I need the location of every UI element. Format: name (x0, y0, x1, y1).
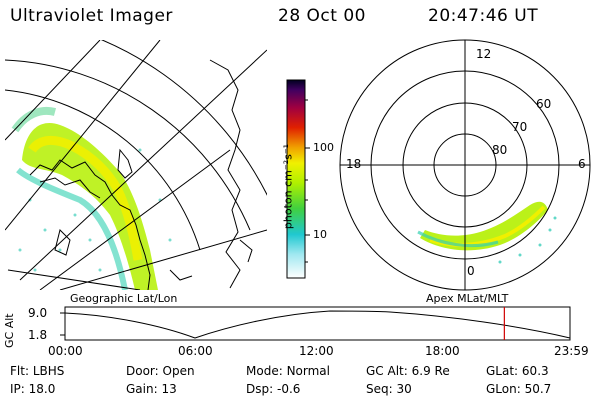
seq-value: 30 (396, 382, 412, 396)
timeline-ytick-high: 9.0 (28, 306, 48, 320)
timeline-axis-label: GC Alt (3, 313, 16, 348)
ip-label: IP: (10, 382, 25, 396)
seq-label: Seq: (366, 382, 393, 396)
polar-mlt-6: 6 (578, 157, 586, 171)
info-glon: GLon: 50.7 (486, 382, 551, 396)
mode-value: Normal (286, 364, 330, 378)
header-time: 20:47:46 UT (428, 6, 539, 26)
polar-lat-70: 70 (512, 120, 528, 134)
gain-label: Gain: (126, 382, 158, 396)
gcalt-value: 6.9 Re (411, 364, 450, 378)
timeline-xtick-0000: 00:00 (48, 344, 83, 358)
gcalt-label: GC Alt: (366, 364, 408, 378)
right-panel-label: Apex MLat/MLT (426, 292, 509, 305)
colorbar-tick-10: 10 (313, 228, 327, 241)
info-flt: Flt: LBHS (10, 364, 64, 378)
polar-mlt-12: 12 (476, 47, 492, 61)
glat-value: 60.3 (521, 364, 549, 378)
door-label: Door: (126, 364, 159, 378)
geographic-map (5, 40, 267, 290)
info-mode: Mode: Normal (246, 364, 330, 378)
gain-value: 13 (161, 382, 177, 396)
glon-value: 50.7 (524, 382, 552, 396)
flt-value: LBHS (32, 364, 65, 378)
info-gain: Gain: 13 (126, 382, 177, 396)
polar-lat-60: 60 (536, 97, 552, 111)
dsp-value: -0.6 (276, 382, 301, 396)
info-ip: IP: 18.0 (10, 382, 55, 396)
timeline-xtick-1800: 18:00 (425, 344, 460, 358)
colorbar (286, 79, 306, 279)
ip-value: 18.0 (28, 382, 56, 396)
colorbar-tick-100: 100 (313, 141, 334, 154)
polar-mlt-18: 18 (346, 157, 362, 171)
glon-label: GLon: (486, 382, 521, 396)
polar-plot (339, 39, 591, 291)
info-dsp: Dsp: -0.6 (246, 382, 300, 396)
timeline-xtick-1200: 12:00 (299, 344, 334, 358)
polar-lat-80: 80 (492, 143, 508, 157)
colorbar-unit-label: photon cm⁻²s⁻¹ (281, 143, 295, 230)
altitude-curve (64, 310, 571, 339)
info-gcalt: GC Alt: 6.9 Re (366, 364, 450, 378)
aurora-band-polar (420, 201, 548, 251)
timeline-xtick-2359: 23:59 (554, 344, 589, 358)
polar-mlt-0: 0 (467, 264, 475, 278)
orbit-altitude-plot (60, 306, 571, 341)
info-glat: GLat: 60.3 (486, 364, 549, 378)
timeline-ytick-low: 1.8 (28, 328, 48, 342)
info-door: Door: Open (126, 364, 195, 378)
info-seq: Seq: 30 (366, 382, 412, 396)
app-title: Ultraviolet Imager (10, 6, 173, 26)
left-panel-label: Geographic Lat/Lon (70, 292, 178, 305)
mode-label: Mode: (246, 364, 283, 378)
timeline-xtick-0600: 06:00 (178, 344, 213, 358)
glat-label: GLat: (486, 364, 519, 378)
dsp-label: Dsp: (246, 382, 274, 396)
header-date: 28 Oct 00 (278, 6, 366, 26)
door-value: Open (162, 364, 195, 378)
flt-label: Flt: (10, 364, 29, 378)
